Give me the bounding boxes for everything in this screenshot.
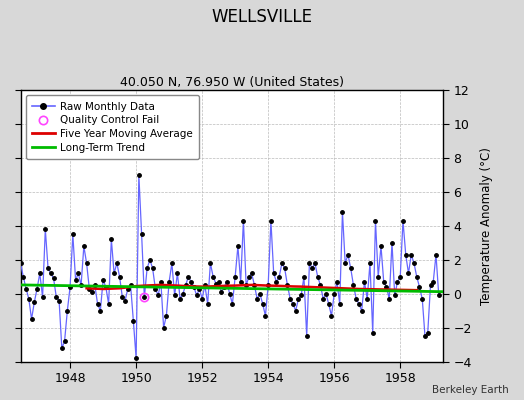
Title: 40.050 N, 76.950 W (United States): 40.050 N, 76.950 W (United States) xyxy=(120,76,344,89)
Text: Berkeley Earth: Berkeley Earth xyxy=(432,385,508,395)
Legend: Raw Monthly Data, Quality Control Fail, Five Year Moving Average, Long-Term Tren: Raw Monthly Data, Quality Control Fail, … xyxy=(26,95,199,159)
Y-axis label: Temperature Anomaly (°C): Temperature Anomaly (°C) xyxy=(481,147,493,305)
Text: WELLSVILLE: WELLSVILLE xyxy=(212,8,312,26)
